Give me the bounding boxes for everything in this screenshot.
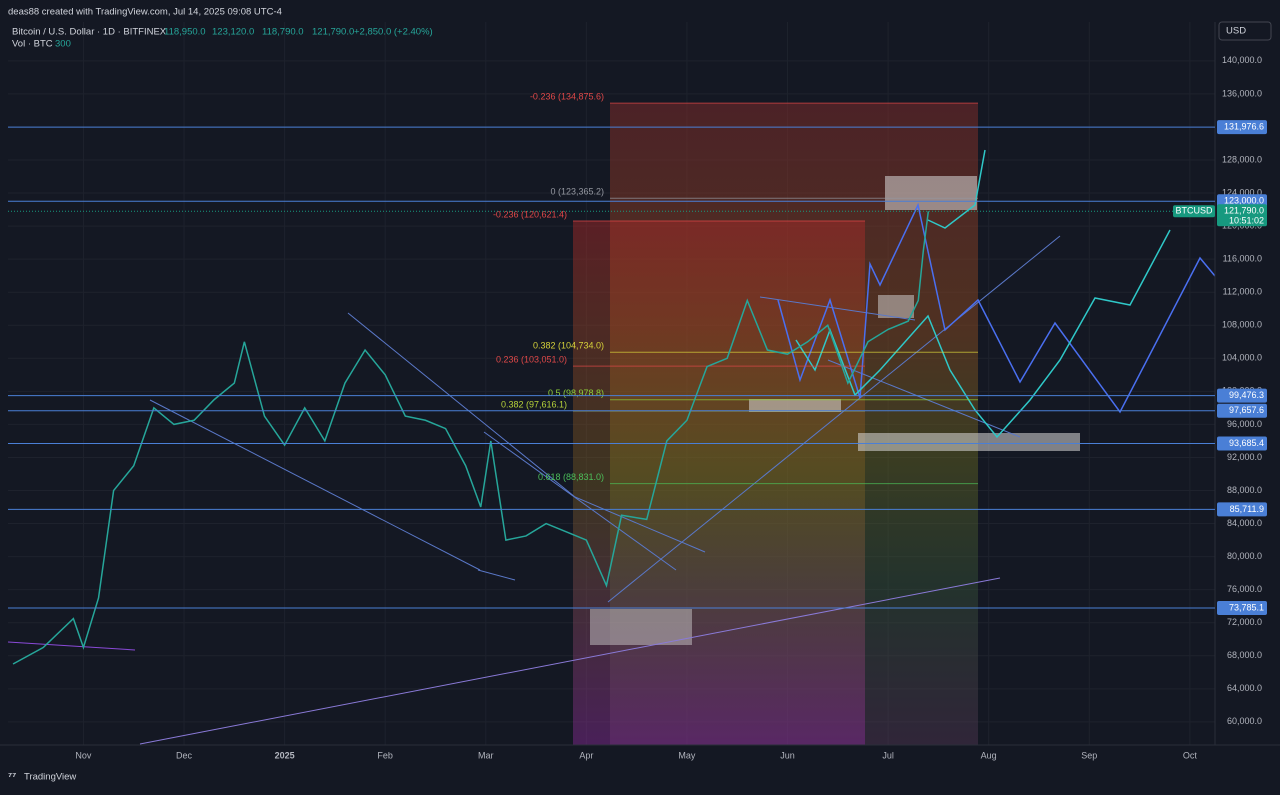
y-tick-label: 64,000.0 — [1227, 683, 1262, 693]
level-tag — [1217, 502, 1267, 517]
projection-curve — [927, 149, 986, 229]
trendlines — [7, 235, 1061, 745]
trendline — [759, 296, 916, 321]
level-tag-label: 73,785.1 — [1229, 602, 1264, 612]
trendline — [607, 235, 1061, 603]
fib-label: 0.382 (97,616.1) — [501, 399, 567, 409]
x-tick-label: Apr — [579, 750, 593, 760]
ohlc-open: 118,950.0 — [164, 27, 206, 38]
zone-box — [885, 176, 977, 210]
fib-label: -0.236 (120,621.4) — [493, 209, 567, 219]
x-tick-label: Jul — [882, 750, 894, 760]
trendline — [149, 399, 481, 571]
level-tag — [1217, 403, 1267, 418]
y-tick-label: 136,000.0 — [1222, 88, 1262, 98]
ohlc-high: 123,120.0 — [212, 27, 254, 38]
x-tick-label: Oct — [1183, 750, 1198, 760]
ohlc-close: 121,790.0 — [312, 27, 354, 38]
countdown: 10:51:02 — [1229, 216, 1264, 226]
x-tick-label: Mar — [478, 750, 494, 760]
projection-path — [777, 202, 1216, 414]
symbol: Bitcoin / U.S. Dollar · 1D · BITFINEX — [12, 27, 167, 38]
level-tag-label: 99,476.3 — [1229, 390, 1264, 400]
level-tag-label: 85,711.9 — [1230, 504, 1264, 514]
brand-name: TradingView — [24, 772, 76, 783]
y-tick-label: 128,000.0 — [1222, 154, 1262, 164]
last-price-label: 121,790.0 — [1224, 206, 1264, 216]
level-tag — [1217, 388, 1267, 403]
y-tick-label: 92,000.0 — [1227, 452, 1262, 462]
trendline — [483, 431, 677, 571]
y-tick-label: 84,000.0 — [1227, 518, 1262, 528]
fib-zone — [573, 221, 865, 745]
y-tick-label: 76,000.0 — [1227, 584, 1262, 594]
y-tick-label: 112,000.0 — [1223, 287, 1262, 297]
x-tick-label: 2025 — [275, 750, 295, 760]
price-line — [12, 211, 930, 665]
currency-box[interactable] — [1218, 21, 1272, 41]
fib-label: 0.382 (104,734.0) — [533, 341, 604, 351]
trendline — [477, 569, 516, 581]
level-tag — [1217, 120, 1267, 135]
y-tick-label: 60,000.0 — [1227, 716, 1262, 726]
y-tick-label: 80,000.0 — [1227, 551, 1262, 561]
fib-label: -0.236 (134,875.6) — [530, 92, 604, 102]
ohlc-change: +2,850.0 (+2.40%) — [354, 27, 433, 38]
x-tick-label: Feb — [377, 750, 393, 760]
y-tick-label: 72,000.0 — [1227, 617, 1262, 627]
y-tick-label: 108,000.0 — [1222, 320, 1262, 330]
zone-box — [878, 295, 914, 318]
trendline — [827, 359, 1021, 438]
fib-label: 0.5 (98,978.8) — [548, 388, 604, 398]
zone-box — [749, 399, 841, 412]
y-tick-label: 140,000.0 — [1222, 55, 1262, 65]
y-tick-label: 116,000.0 — [1223, 254, 1262, 264]
zone-box — [858, 433, 1080, 451]
trendline — [7, 641, 136, 651]
y-tick-label: 124,000.0 — [1222, 187, 1262, 197]
x-tick-label: Jun — [780, 750, 795, 760]
level-tag-label: 97,657.6 — [1229, 405, 1264, 415]
level-tag — [1217, 436, 1267, 451]
fib-label: 0.236 (103,051.0) — [496, 355, 567, 365]
trendline — [139, 577, 1001, 745]
credit: deas88 created with TradingView.com, Jul… — [8, 7, 282, 18]
symbol-tag-label: BTCUSD — [1175, 206, 1213, 216]
x-tick-label: Sep — [1081, 750, 1097, 760]
projection-curve — [795, 229, 1171, 439]
level-tag-label: 93,685.4 — [1229, 438, 1264, 448]
x-tick-label: Nov — [75, 750, 92, 760]
volume-value: 300 — [55, 39, 71, 50]
volume-label: Vol · BTC — [12, 39, 53, 50]
level-tag — [1217, 600, 1267, 615]
level-tag-label: 131,976.6 — [1224, 122, 1264, 132]
y-tick-label: 104,000.0 — [1222, 353, 1262, 363]
brand: ⁷⁷ — [8, 772, 16, 783]
zone-box — [590, 609, 692, 645]
last-price-tag — [1217, 204, 1267, 227]
fib-label: 0.618 (88,831.0) — [538, 472, 604, 482]
fib-label: 0 (123,365.2) — [550, 187, 604, 197]
symbol-tag — [1173, 205, 1215, 218]
currency[interactable]: USD — [1226, 26, 1246, 37]
level-tag-label: 123,000.0 — [1224, 196, 1264, 206]
y-tick-label: 68,000.0 — [1227, 650, 1262, 660]
y-tick-label: 88,000.0 — [1227, 485, 1262, 495]
x-tick-label: May — [678, 750, 696, 760]
ohlc-low: 118,790.0 — [262, 27, 304, 38]
x-tick-label: Aug — [981, 750, 997, 760]
y-tick-label: 96,000.0 — [1227, 419, 1262, 429]
x-tick-label: Dec — [176, 750, 193, 760]
